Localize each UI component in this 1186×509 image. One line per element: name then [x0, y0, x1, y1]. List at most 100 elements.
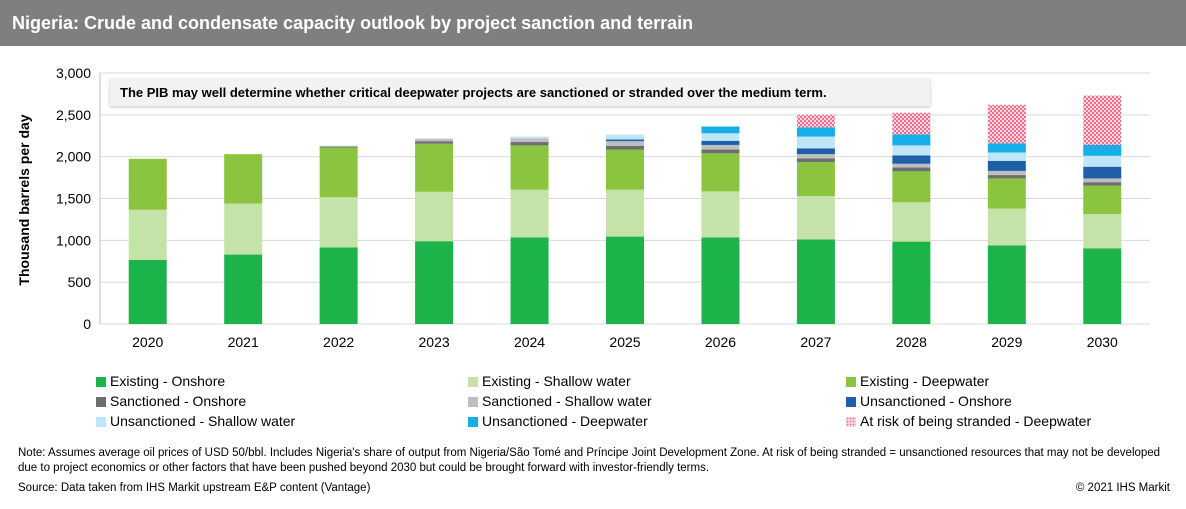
bar-segment: [892, 163, 931, 168]
bar-segment: [796, 136, 835, 149]
legend-item: Unsanctioned - Shallow water: [96, 412, 295, 430]
bar-segment: [606, 139, 644, 142]
bar-segment: [319, 145, 358, 147]
legend-swatch: [96, 377, 106, 387]
bar-segment: [1083, 155, 1122, 167]
bar-segment: [701, 149, 740, 154]
y-tick-label: 2,000: [56, 149, 91, 165]
x-axis-ticks: 2020 2021 2022 2023 2024 2025 2026 2027 2028 2029…: [132, 334, 1118, 350]
bar-segment: [987, 152, 1026, 161]
y-tick-label: 3,000: [56, 65, 91, 81]
bar-segment: [892, 134, 931, 146]
bar-segment: [606, 141, 644, 146]
x-tick-label: 2029: [991, 334, 1022, 350]
bar-segment: [319, 147, 358, 198]
bar-segment: [224, 254, 263, 324]
y-tick-label: 1,500: [56, 191, 91, 207]
bar-segment: [796, 127, 835, 137]
bar-segment: [415, 241, 454, 324]
bar-segment: [796, 239, 835, 324]
bar-segment: [701, 153, 740, 192]
y-tick-label: 500: [68, 274, 92, 290]
legend-label: At risk of being stranded - Deepwater: [860, 413, 1092, 429]
legend-swatch: [468, 377, 478, 387]
bar-segment: [892, 145, 931, 156]
bar-segment: [606, 145, 644, 150]
bar-segment: [224, 203, 263, 255]
bar-segment: [892, 155, 931, 164]
bar-segment: [796, 162, 835, 196]
bar-segment: [987, 170, 1026, 176]
x-tick-label: 2022: [323, 334, 354, 350]
x-tick-label: 2025: [609, 334, 640, 350]
bar-segment: [224, 154, 263, 204]
bar-segment: [1083, 144, 1122, 156]
x-tick-label: 2026: [705, 334, 736, 350]
bar-segment: [415, 191, 454, 242]
legend-item: Existing - Shallow water: [468, 372, 631, 390]
bar-segment: [701, 237, 740, 324]
bar-segment: [701, 144, 740, 150]
bar-segment: [128, 259, 167, 324]
bar-segment: [1083, 178, 1122, 183]
bar-segment: [701, 140, 740, 145]
legend-label: Unsanctioned - Shallow water: [110, 413, 296, 429]
bar-segment: [796, 195, 835, 240]
legend-item: At risk of being stranded - Deepwater: [846, 412, 1091, 430]
bar-segment: [796, 154, 835, 159]
x-tick-label: 2030: [1087, 334, 1118, 350]
legend-swatch: [846, 377, 856, 387]
legend-item: Existing - Deepwater: [846, 372, 989, 390]
legend-label: Sanctioned - Onshore: [110, 393, 247, 409]
bar-segment: [892, 112, 931, 135]
legend: Existing - Onshore Existing - Shallow wat…: [0, 372, 1186, 432]
bar-segment: [510, 237, 549, 324]
x-tick-label: 2027: [800, 334, 831, 350]
annotation-callout: The PIB may well determine whether criti…: [110, 79, 930, 106]
bar-segment: [892, 171, 931, 203]
bar-segment: [510, 145, 549, 190]
footnote: Note: Assumes average oil prices of USD …: [18, 447, 1161, 474]
x-tick-label: 2020: [132, 334, 163, 350]
bar-segment: [319, 146, 358, 148]
bar-segment: [1083, 213, 1122, 249]
bar-segment: [987, 208, 1026, 246]
legend-item: Unsanctioned - Onshore: [846, 392, 1012, 410]
legend-item: Sanctioned - Shallow water: [468, 392, 652, 410]
copyright: © 2021 IHS Markit: [1075, 482, 1170, 494]
legend-label: Existing - Deepwater: [860, 373, 990, 389]
bar-segment: [415, 143, 454, 192]
bar-segment: [510, 136, 549, 139]
legend-swatch: [846, 417, 856, 427]
bar-segment: [319, 197, 358, 248]
bar-segment: [892, 202, 931, 242]
legend-label: Unsanctioned - Onshore: [860, 393, 1012, 409]
legend-item: Existing - Onshore: [96, 372, 225, 390]
x-tick-label: 2023: [419, 334, 450, 350]
bar-segment: [1083, 248, 1122, 324]
bar-segment: [510, 138, 549, 143]
bar-segment: [510, 189, 549, 238]
bar-segment: [1083, 166, 1122, 179]
legend-label: Existing - Onshore: [110, 373, 226, 389]
title-bar: Nigeria: Crude and condensate capacity o…: [0, 0, 1186, 46]
bar-segment: [987, 143, 1026, 153]
bar-segment: [128, 158, 167, 210]
bar-segment: [987, 178, 1026, 209]
y-tick-label: 2,500: [56, 107, 91, 123]
x-tick-label: 2024: [514, 334, 545, 350]
bar-segment: [796, 158, 835, 163]
y-axis-label: Thousand barrels per day: [16, 114, 32, 285]
bar-segment: [606, 149, 644, 190]
legend-item: Unsanctioned - Deepwater: [468, 412, 648, 430]
y-tick-label: 1,000: [56, 232, 91, 248]
bar-stacks: [128, 95, 1122, 324]
bar-segment: [987, 245, 1026, 324]
legend-label: Sanctioned - Shallow water: [482, 393, 652, 409]
y-axis-ticks: 0 500 1,000 1,500 2,000 2,500 3,000: [56, 65, 91, 332]
bar-segment: [701, 191, 740, 238]
legend-label: Unsanctioned - Deepwater: [482, 413, 648, 429]
bar-segment: [1083, 182, 1122, 186]
bar-segment: [319, 247, 358, 324]
